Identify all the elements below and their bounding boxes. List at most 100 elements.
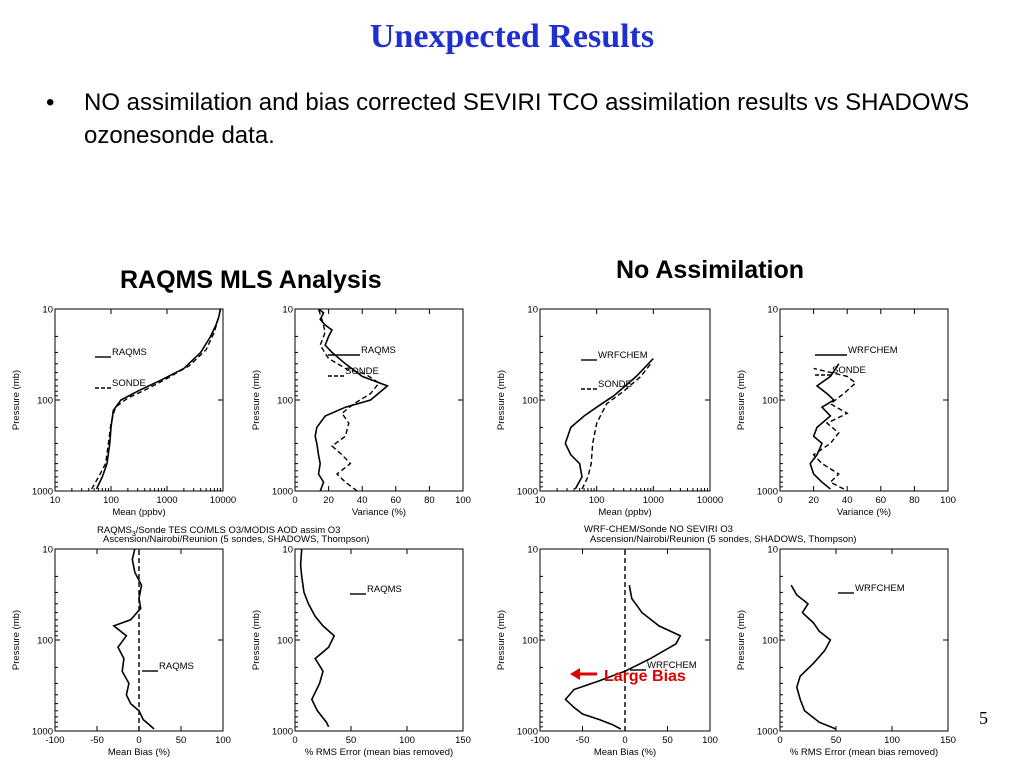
plot-frame bbox=[779, 308, 949, 492]
y-tick-label: 100 bbox=[762, 396, 778, 407]
y-tick-label: 100 bbox=[522, 396, 538, 407]
legend-label: RAQMS bbox=[361, 345, 396, 356]
series-wrfchem bbox=[564, 357, 654, 490]
y-tick-label: 1000 bbox=[272, 727, 293, 738]
series-raqms bbox=[95, 308, 222, 490]
legend-label: WRFCHEM bbox=[647, 660, 697, 671]
x-tick-label: 100 bbox=[702, 735, 718, 746]
x-axis-label: % RMS Error (mean bias removed) bbox=[790, 747, 938, 758]
series-raqms bbox=[299, 548, 336, 728]
y-axis-label: Pressure (mb) bbox=[11, 610, 22, 670]
bullet-dot-icon: • bbox=[46, 89, 55, 116]
y-tick-label: 100 bbox=[277, 636, 293, 647]
y-tick-label: 1000 bbox=[517, 487, 538, 498]
chart-wrf-rms: 0 50 100 150 10 100 1000 % RMS Error (mean bias… bbox=[736, 545, 956, 759]
left-caption-sub: 3 bbox=[132, 531, 136, 538]
x-axis-label: Mean Bias (%) bbox=[108, 747, 170, 758]
x-tick-label: 50 bbox=[662, 735, 673, 746]
right-caption-line-1: WRF-CHEM/Sonde NO SEVIRI O3 bbox=[584, 524, 733, 535]
y-axis-label: Pressure (mb) bbox=[736, 370, 747, 430]
series-sonde bbox=[317, 308, 381, 492]
left-caption-part-1: RAQMS bbox=[97, 525, 132, 536]
legend-label: RAQMS bbox=[367, 584, 402, 595]
y-tick-label: 100 bbox=[762, 636, 778, 647]
y-axis-label: Pressure (mb) bbox=[251, 370, 262, 430]
x-tick-label: 40 bbox=[357, 495, 368, 506]
chart-raqms-bias: -100 -50 0 50 100 10 100 1000 Mean Bias (%) Press… bbox=[11, 545, 231, 759]
y-tick-label: 1000 bbox=[32, 727, 53, 738]
legend-label: SONDE bbox=[832, 365, 866, 376]
x-tick-label: 0 bbox=[136, 735, 141, 746]
x-tick-label: 20 bbox=[323, 495, 334, 506]
y-tick-label: 100 bbox=[522, 636, 538, 647]
right-heading: No Assimilation bbox=[616, 256, 804, 284]
x-axis-label: Mean (ppbv) bbox=[112, 507, 165, 518]
y-tick-label: 100 bbox=[37, 636, 53, 647]
slide-title: Unexpected Results bbox=[369, 18, 655, 55]
x-axis-label: Mean (ppbv) bbox=[598, 507, 651, 518]
legend-label: RAQMS bbox=[112, 347, 147, 358]
y-tick-label: 10 bbox=[527, 545, 538, 556]
left-heading: RAQMS MLS Analysis bbox=[120, 266, 382, 294]
x-tick-label: -100 bbox=[45, 735, 64, 746]
x-axis-label: Variance (%) bbox=[837, 507, 891, 518]
x-tick-label: -100 bbox=[530, 735, 549, 746]
x-tick-label: 0 bbox=[777, 735, 782, 746]
x-tick-label: 150 bbox=[455, 735, 471, 746]
x-tick-label: 100 bbox=[884, 735, 900, 746]
y-tick-label: 10 bbox=[282, 545, 293, 556]
legend-label: RAQMS bbox=[159, 661, 194, 672]
legend-label: WRFCHEM bbox=[598, 350, 648, 361]
x-tick-label: 50 bbox=[346, 735, 357, 746]
x-tick-label: 60 bbox=[876, 495, 887, 506]
y-tick-label: 10 bbox=[527, 305, 538, 316]
legend-label: SONDE bbox=[112, 378, 146, 389]
y-tick-label: 10 bbox=[42, 305, 53, 316]
x-tick-label: 10 bbox=[50, 495, 61, 506]
plot-frame bbox=[779, 548, 949, 732]
x-tick-label: 0 bbox=[292, 495, 297, 506]
x-tick-label: 60 bbox=[391, 495, 402, 506]
left-caption-part-2: /Sonde TES CO/MLS O3/MODIS AOD assim O3 bbox=[136, 525, 341, 536]
legend-label: SONDE bbox=[598, 379, 632, 390]
x-tick-label: 150 bbox=[940, 735, 956, 746]
series-wrfchem bbox=[564, 585, 682, 730]
bullet-text: NO assimilation and bias corrected SEVIR… bbox=[84, 89, 970, 149]
y-axis-label: Pressure (mb) bbox=[496, 610, 507, 670]
plot-frame bbox=[54, 308, 224, 492]
legend-label: WRFCHEM bbox=[848, 345, 898, 356]
legend-label: WRFCHEM bbox=[855, 583, 905, 594]
x-tick-label: 0 bbox=[777, 495, 782, 506]
x-tick-label: 80 bbox=[909, 495, 920, 506]
x-tick-label: 100 bbox=[103, 495, 119, 506]
x-tick-label: 80 bbox=[424, 495, 435, 506]
x-tick-label: 0 bbox=[292, 735, 297, 746]
y-tick-label: 10 bbox=[42, 545, 53, 556]
series-raqms bbox=[112, 548, 155, 730]
legend-label: SONDE bbox=[345, 366, 379, 377]
y-tick-label: 1000 bbox=[32, 487, 53, 498]
x-tick-label: 20 bbox=[808, 495, 819, 506]
annotation-label: Large Bias bbox=[604, 668, 686, 685]
y-tick-label: 10 bbox=[767, 545, 778, 556]
x-tick-label: 100 bbox=[589, 495, 605, 506]
x-tick-label: -50 bbox=[90, 735, 104, 746]
x-tick-label: -50 bbox=[576, 735, 590, 746]
page-number: 5 bbox=[979, 708, 988, 728]
x-axis-label: % RMS Error (mean bias removed) bbox=[305, 747, 453, 758]
y-axis-label: Pressure (mb) bbox=[251, 610, 262, 670]
x-tick-label: 1000 bbox=[643, 495, 664, 506]
y-tick-label: 1000 bbox=[517, 727, 538, 738]
annotation-arrowhead-icon bbox=[570, 668, 580, 680]
y-tick-label: 100 bbox=[277, 396, 293, 407]
series-sonde bbox=[812, 367, 857, 490]
x-axis-label: Variance (%) bbox=[352, 507, 406, 518]
x-tick-label: 10 bbox=[535, 495, 546, 506]
y-tick-label: 1000 bbox=[272, 487, 293, 498]
y-tick-label: 1000 bbox=[757, 487, 778, 498]
x-tick-label: 100 bbox=[215, 735, 231, 746]
x-axis-label: Mean Bias (%) bbox=[594, 747, 656, 758]
x-tick-label: 10000 bbox=[697, 495, 723, 506]
x-tick-label: 10000 bbox=[210, 495, 236, 506]
